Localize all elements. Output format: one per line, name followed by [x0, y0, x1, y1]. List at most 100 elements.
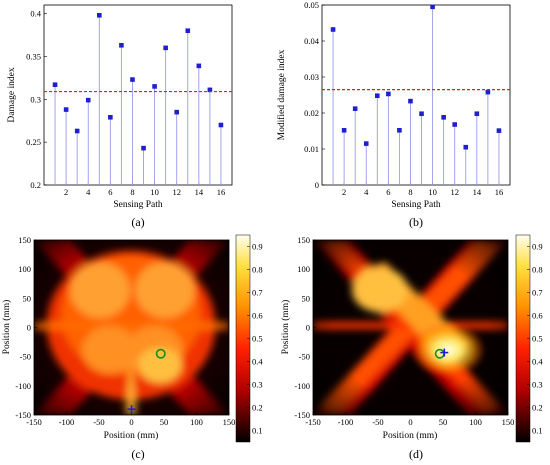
data-point: [52, 82, 58, 88]
data-point: [119, 42, 124, 48]
data-point: [218, 122, 224, 128]
y-tick-label: 0.2: [30, 180, 41, 190]
x-tick-label: 2: [64, 187, 68, 197]
colorbar-tick-label: 0.2: [532, 403, 543, 413]
data-point: [341, 127, 347, 133]
x-tick-label: 14: [195, 187, 204, 197]
colorbar-tick-label: 0.1: [532, 426, 543, 436]
colorbar-ticks: 0.1 0.2 0.3 0.4 0.5 0.6 0.7 0.8 0.9: [247, 242, 263, 436]
colorbar-tick-label: 0.3: [532, 380, 543, 390]
y-tick-label: -50: [20, 352, 31, 362]
plot-frame: [43, 4, 233, 186]
data-point: [63, 107, 69, 112]
y-tick-label: 100: [18, 264, 31, 274]
y-tick-label: 150: [297, 235, 310, 245]
x-tick-label: 4: [86, 187, 91, 197]
data-point: [96, 12, 102, 18]
x-axis-title: Position (mm): [383, 430, 438, 441]
actual-damage-marker: [155, 348, 166, 359]
x-tick-label: 0: [129, 417, 133, 427]
y-tick-label: -50: [299, 352, 310, 362]
y-axis-ticks: 0 0.01 0.02 0.03 0.04 0.05 2 4 6 8 10 12 14 16: [304, 0, 503, 197]
x-tick-label: -100: [338, 417, 354, 427]
x-tick-label: 2: [342, 187, 346, 197]
colorbar-tick-label: 0.9: [252, 242, 263, 252]
stem-series: [44, 12, 232, 185]
data-point: [196, 63, 202, 69]
colorbar-tick-label: 0.4: [252, 357, 263, 367]
y-tick-label: 0.4: [30, 9, 41, 19]
data-point: [141, 145, 146, 151]
x-tick-label: 100: [190, 417, 203, 427]
x-tick-label: 14: [473, 187, 482, 197]
colorbar-tick-label: 0.5: [252, 334, 263, 344]
x-tick-label: -100: [59, 417, 75, 427]
colorbar-tick-label: 0.1: [252, 426, 263, 436]
panel-d-heatmap: -150 -100 -50 0 50 100 150 -150 -100 -50 0 50 100 150…: [280, 234, 543, 461]
data-point: [463, 144, 469, 150]
x-tick-label: 6: [386, 187, 390, 197]
damage-markers: [434, 348, 449, 359]
y-tick-label: -100: [294, 381, 310, 391]
damage-markers: [127, 348, 166, 414]
data-point: [496, 128, 502, 133]
data-point: [130, 77, 135, 82]
x-tick-label: -150: [26, 417, 42, 427]
x-tick-label: -50: [93, 417, 104, 427]
x-tick-label: 150: [502, 417, 515, 427]
data-point: [441, 115, 446, 120]
y-axis-title: Position (mm): [280, 300, 291, 355]
data-point: [85, 97, 91, 103]
colorbar-tick-label: 0.6: [532, 311, 543, 321]
data-point: [474, 111, 480, 117]
panel-c-heatmap: -150 -100 -50 0 50 100 150 -150 -100 -50 0 50 100 150…: [1, 234, 263, 461]
data-point: [352, 106, 358, 111]
data-point: [330, 27, 336, 32]
data-point: [374, 93, 380, 99]
panel-a-stem-chart: 0.2 0.25 0.3 0.35 0.4 2 4 6 8 10 12 14 16 Sensing Pa…: [7, 4, 233, 229]
y-axis-title: Modified damage index: [276, 49, 287, 140]
x-tick-label: 8: [408, 187, 412, 197]
data-point: [163, 45, 168, 51]
data-point: [152, 84, 157, 89]
y-tick-label: 0.03: [304, 72, 319, 82]
data-point: [408, 98, 413, 104]
y-tick-label: 0.3: [30, 94, 41, 104]
x-tick-label: -50: [372, 417, 383, 427]
colorbar-tick-label: 0.9: [532, 242, 543, 252]
colorbar-ticks: 0.1 0.2 0.3 0.4 0.5 0.6 0.7 0.8 0.9: [527, 242, 543, 436]
y-axis-title: Damage index: [7, 67, 17, 122]
y-tick-label: 0.04: [304, 36, 320, 46]
axis-ticks: -150 -100 -50 0 50 100 150 -150 -100 -50 0 50 100 150: [294, 235, 514, 427]
colorbar-tick-label: 0.8: [532, 265, 543, 275]
x-tick-label: 16: [217, 187, 226, 197]
y-tick-label: 0.25: [26, 137, 41, 147]
x-axis-title: Position (mm): [104, 430, 159, 441]
data-point: [174, 109, 180, 115]
data-point: [452, 122, 458, 127]
x-tick-label: 16: [495, 187, 504, 197]
y-tick-label: 0.05: [304, 0, 319, 10]
colorbar-tick-label: 0.7: [532, 288, 543, 298]
x-axis-title: Sensing Path: [391, 200, 441, 210]
x-tick-label: 100: [469, 417, 482, 427]
data-point: [419, 111, 424, 117]
y-tick-label: 150: [18, 235, 31, 245]
panel-label: (a): [131, 215, 144, 229]
x-tick-label: 6: [108, 187, 112, 197]
y-tick-label: 0.02: [304, 108, 319, 118]
y-tick-label: 0.01: [304, 144, 319, 154]
panel-label: (c): [131, 447, 144, 461]
x-tick-label: 50: [160, 417, 169, 427]
colorbar-tick-label: 0.6: [252, 311, 263, 321]
x-tick-label: 0: [408, 417, 412, 427]
data-point: [430, 4, 435, 10]
y-axis-title: Position (mm): [1, 300, 12, 355]
data-point: [185, 28, 191, 34]
x-tick-label: 150: [223, 417, 236, 427]
colorbar-tick-label: 0.8: [252, 265, 263, 275]
y-tick-label: 0: [315, 180, 319, 190]
axis-ticks: -150 -100 -50 0 50 100 150 -150 -100 -50 0 50 100 150: [15, 235, 235, 427]
data-point: [397, 127, 402, 133]
